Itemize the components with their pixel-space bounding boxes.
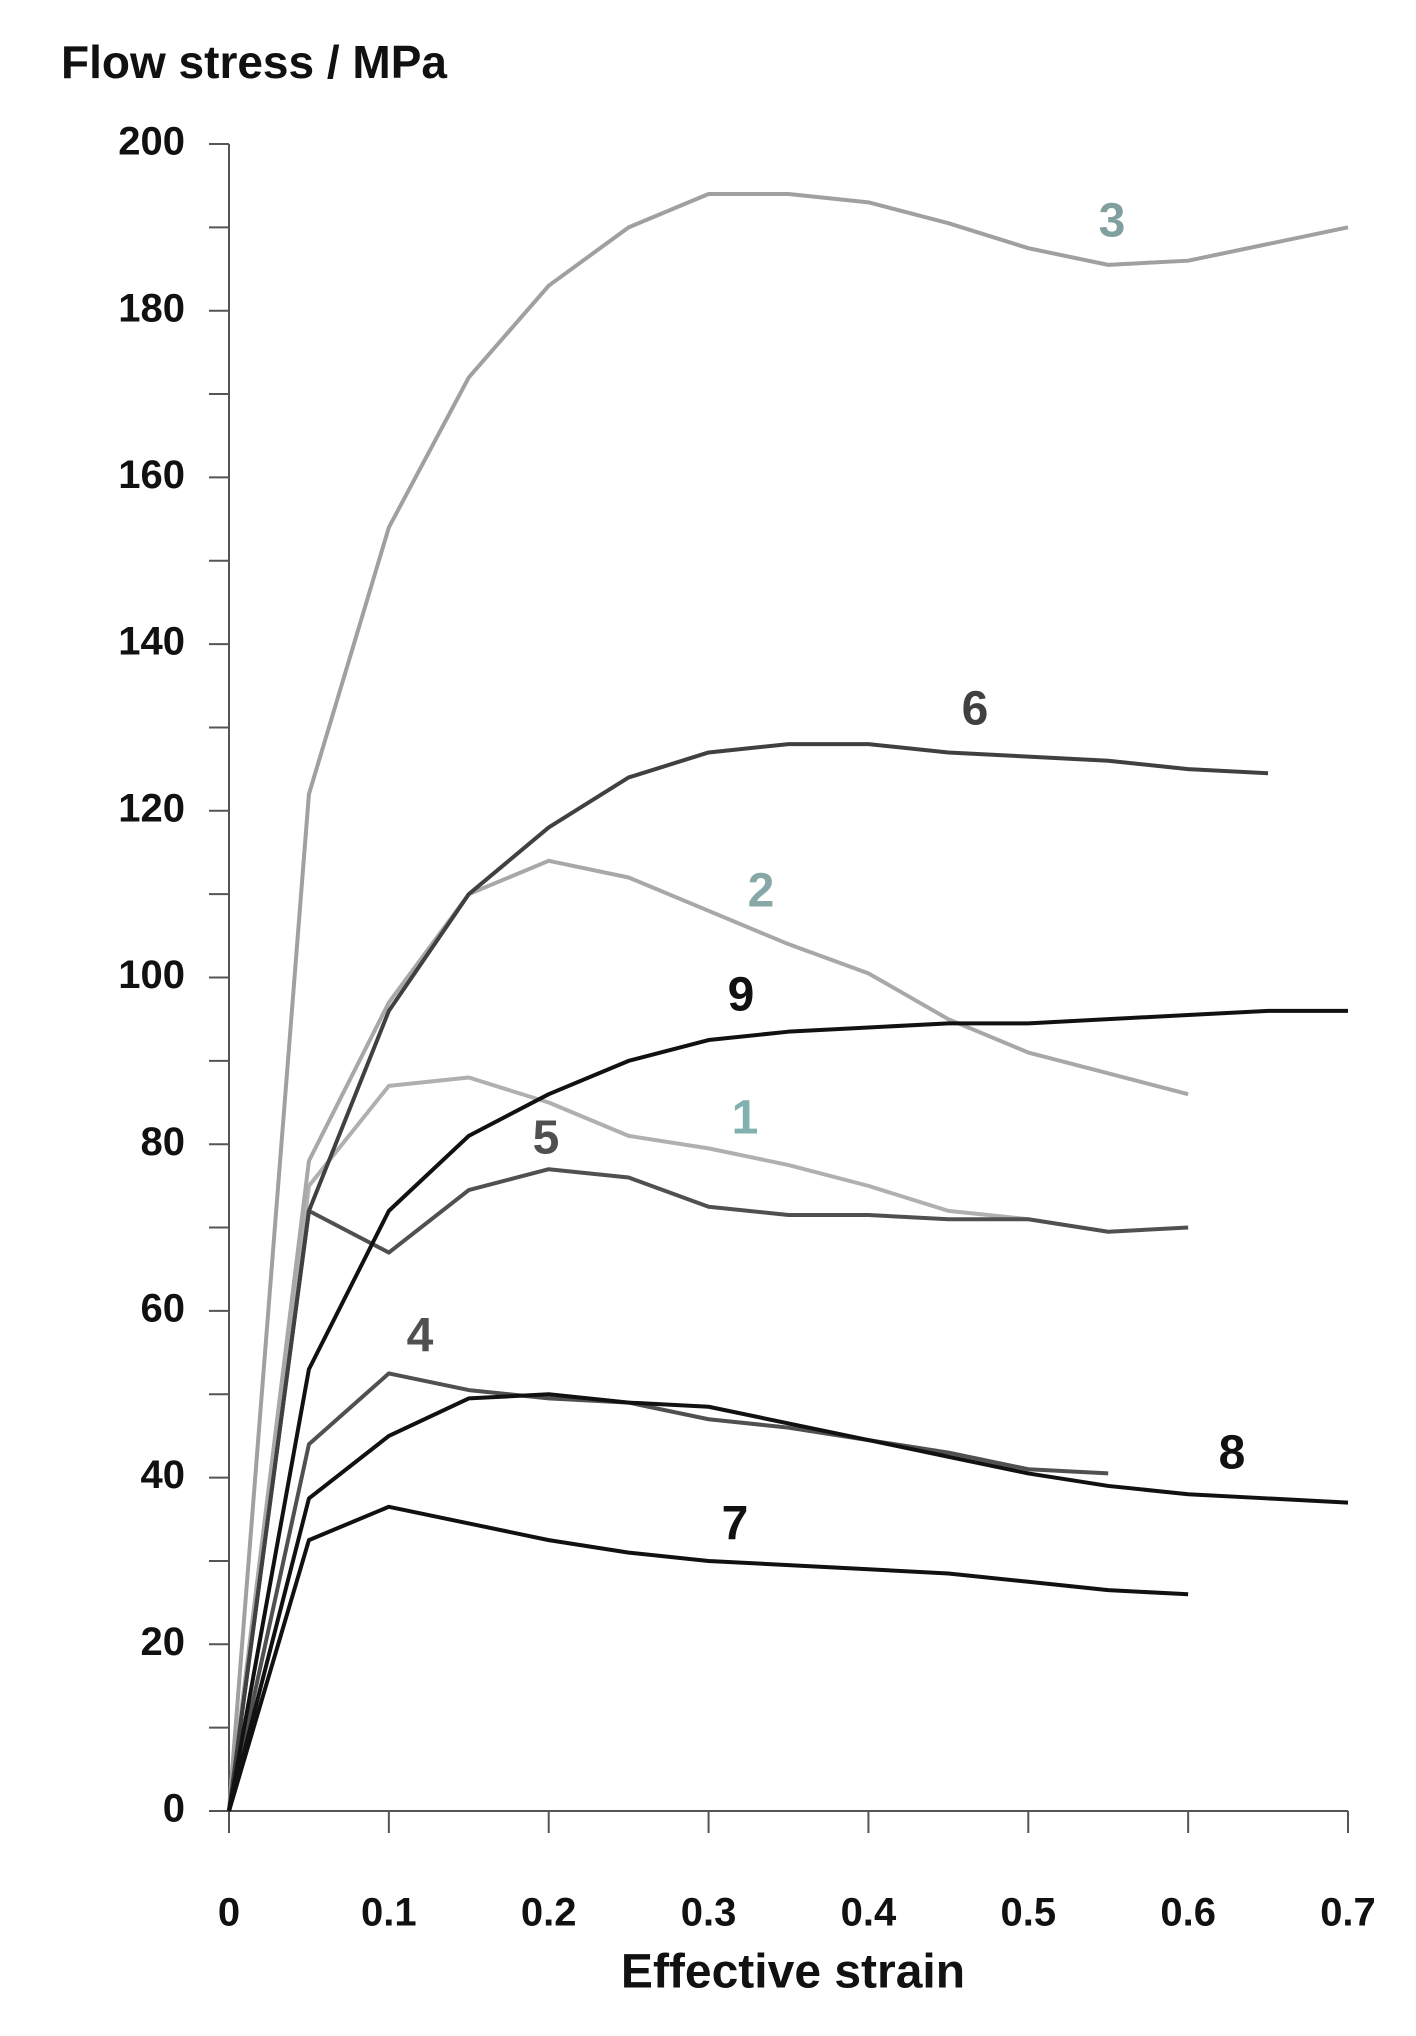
series-line	[227, 1008, 1348, 1812]
series-label: 1	[732, 1092, 759, 1145]
x-tick-label: 0.5	[1000, 1891, 1056, 1935]
x-tick-label: 0.1	[361, 1891, 417, 1935]
series-line	[227, 1371, 1109, 1812]
series-label: 9	[728, 969, 755, 1022]
y-tick-label: 140	[118, 620, 185, 664]
x-tick-label: 0	[218, 1891, 240, 1935]
y-tick-label: 200	[118, 120, 185, 164]
series-label: 4	[407, 1310, 434, 1363]
series-label: 8	[1219, 1427, 1246, 1480]
series-line	[227, 858, 1189, 1812]
x-tick-label: 0.7	[1320, 1891, 1376, 1935]
y-tick-label: 60	[141, 1286, 186, 1330]
series-label: 5	[533, 1112, 560, 1165]
y-tick-label: 160	[118, 453, 185, 497]
series-line	[227, 742, 1269, 1812]
series-label: 3	[1099, 195, 1126, 248]
y-tick-label: 180	[118, 286, 185, 330]
x-tick-label: 0.3	[681, 1891, 737, 1935]
series-line	[227, 1075, 1029, 1812]
series-line	[227, 1504, 1189, 1812]
y-tick-label: 0	[163, 1787, 185, 1831]
y-tick-label: 80	[141, 1120, 186, 1164]
y-tick-label: 40	[141, 1453, 186, 1497]
x-tick-label: 0.4	[841, 1891, 897, 1935]
x-tick-label: 0.2	[521, 1891, 577, 1935]
series-line	[227, 1167, 1189, 1812]
x-tick-label: 0.6	[1160, 1891, 1216, 1935]
x-axis-label: Effective strain	[621, 1946, 965, 1999]
series-line	[227, 1392, 1349, 1812]
series-label: 7	[722, 1498, 749, 1551]
y-tick-label: 120	[118, 786, 185, 830]
series-label: 2	[748, 865, 775, 918]
y-tick-label: 20	[141, 1620, 186, 1664]
series-line	[227, 192, 1349, 1812]
y-tick-label: 100	[118, 953, 185, 997]
y-axis-label: Flow stress / MPa	[61, 36, 447, 88]
series-label: 6	[962, 683, 989, 736]
